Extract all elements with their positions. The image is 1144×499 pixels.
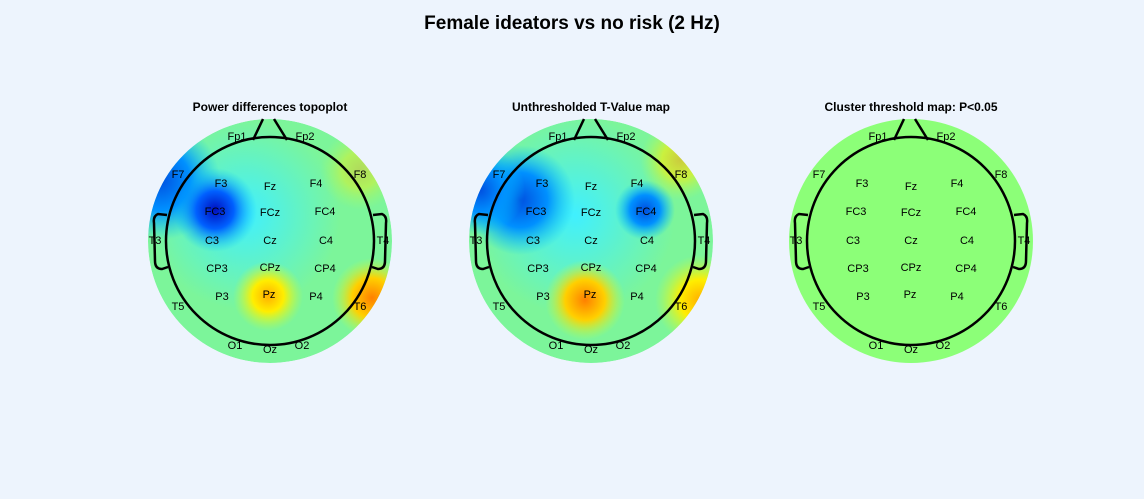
electrode-label: P3 [856, 291, 869, 303]
electrode-label: T3 [790, 235, 803, 247]
electrode-label: C3 [846, 235, 860, 247]
electrode-label: T3 [149, 235, 162, 247]
panel-title: Cluster threshold map: P<0.05 [824, 100, 997, 114]
electrode-label: FC3 [846, 206, 867, 218]
electrode-label: O2 [936, 340, 951, 352]
electrode-label: Cz [263, 235, 276, 247]
ear [1012, 212, 1029, 271]
electrode-label: F7 [172, 169, 185, 181]
electrode-label: Fz [905, 181, 917, 193]
electrode-label: T5 [172, 301, 185, 313]
nose [892, 118, 930, 141]
electrode-label: CP4 [635, 263, 656, 275]
ear [371, 212, 388, 271]
electrode-label: T5 [813, 301, 826, 313]
electrode-label: FC4 [956, 206, 977, 218]
electrode-label: CP3 [847, 263, 868, 275]
electrode-label: Pz [263, 289, 276, 301]
electrode-label: T4 [1018, 235, 1031, 247]
ear [793, 212, 810, 271]
electrode-label: T3 [470, 235, 483, 247]
electrode-label: O1 [549, 340, 564, 352]
electrode-label: CPz [901, 262, 922, 274]
electrode-label: Pz [584, 289, 597, 301]
ear [692, 212, 709, 271]
electrode-label: P3 [215, 291, 228, 303]
electrode-label: Pz [904, 289, 917, 301]
electrode-label: CP4 [955, 263, 976, 275]
electrode-label: Fp2 [617, 131, 636, 143]
electrode-label: C4 [319, 235, 333, 247]
electrode-label: F3 [536, 178, 549, 190]
electrode-label: P4 [630, 291, 643, 303]
head-outline [485, 135, 697, 347]
electrode-label: Oz [584, 344, 598, 356]
electrode-label: FCz [581, 207, 601, 219]
electrode-label: T6 [354, 301, 367, 313]
electrode-label: T4 [698, 235, 711, 247]
electrode-label: F8 [995, 169, 1008, 181]
electrode-label: Fp1 [549, 131, 568, 143]
electrode-label: O2 [295, 340, 310, 352]
electrode-label: CP3 [527, 263, 548, 275]
electrode-label: FC4 [315, 206, 336, 218]
electrode-label: T5 [493, 301, 506, 313]
head-outline [805, 135, 1017, 347]
electrode-label: T6 [675, 301, 688, 313]
electrode-label: O1 [869, 340, 884, 352]
electrode-label: F4 [310, 178, 323, 190]
electrode-label: F7 [493, 169, 506, 181]
topo-map [469, 119, 713, 363]
electrode-label: CPz [260, 262, 281, 274]
topo-map [789, 119, 1033, 363]
electrode-label: Oz [263, 344, 277, 356]
electrode-label: Fz [585, 181, 597, 193]
ear [152, 212, 169, 271]
electrode-label: F3 [215, 178, 228, 190]
electrode-label: P4 [309, 291, 322, 303]
electrode-label: FC3 [526, 206, 547, 218]
nose [251, 118, 289, 141]
figure-title: Female ideators vs no risk (2 Hz) [424, 13, 720, 34]
electrode-label: CP4 [314, 263, 335, 275]
electrode-label: Fp2 [296, 131, 315, 143]
nose [572, 118, 610, 141]
panel-title: Unthresholded T-Value map [512, 100, 670, 114]
electrode-label: P4 [950, 291, 963, 303]
electrode-label: Fz [264, 181, 276, 193]
electrode-label: T6 [995, 301, 1008, 313]
electrode-label: C4 [640, 235, 654, 247]
electrode-label: FC3 [205, 206, 226, 218]
electrode-label: C3 [526, 235, 540, 247]
electrode-label: Cz [904, 235, 917, 247]
electrode-label: CP3 [206, 263, 227, 275]
electrode-label: C3 [205, 235, 219, 247]
electrode-label: CPz [581, 262, 602, 274]
electrode-label: Fp1 [228, 131, 247, 143]
electrode-label: FCz [260, 207, 280, 219]
electrode-label: O2 [616, 340, 631, 352]
electrode-label: F4 [951, 178, 964, 190]
electrode-label: O1 [228, 340, 243, 352]
electrode-label: F3 [856, 178, 869, 190]
electrode-label: F8 [675, 169, 688, 181]
electrode-label: Oz [904, 344, 918, 356]
electrode-label: FCz [901, 207, 921, 219]
electrode-label: Fp2 [937, 131, 956, 143]
panel-title: Power differences topoplot [193, 100, 348, 114]
electrode-label: P3 [536, 291, 549, 303]
topo-map [148, 119, 392, 363]
electrode-label: F7 [813, 169, 826, 181]
ear [473, 212, 490, 271]
electrode-label: FC4 [636, 206, 657, 218]
electrode-label: F4 [631, 178, 644, 190]
electrode-label: Fp1 [869, 131, 888, 143]
electrode-label: T4 [377, 235, 390, 247]
electrode-label: Cz [584, 235, 597, 247]
electrode-label: C4 [960, 235, 974, 247]
electrode-label: F8 [354, 169, 367, 181]
head-outline [164, 135, 376, 347]
